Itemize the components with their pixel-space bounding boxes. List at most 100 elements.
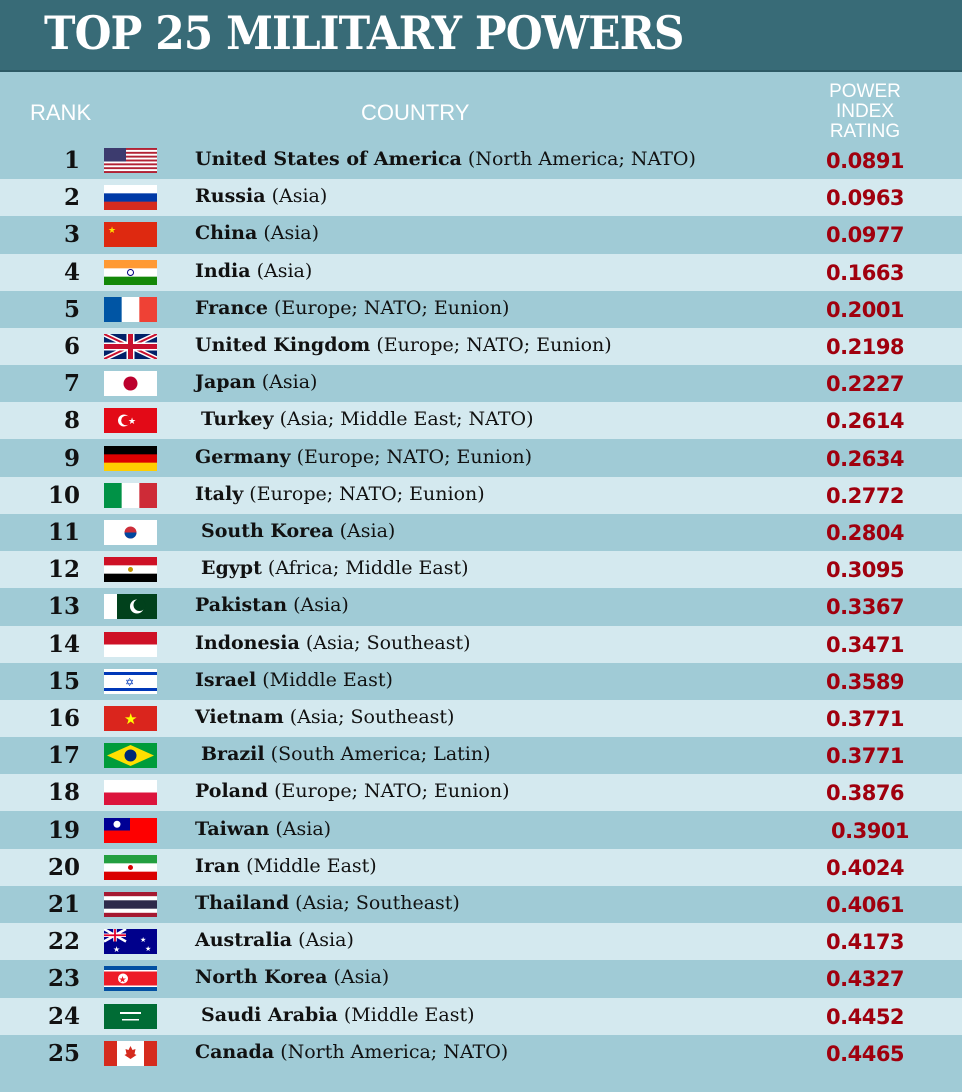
rank-cell: 13: [47, 593, 80, 621]
country-region: (North America; NATO): [280, 1040, 509, 1063]
column-header-rating: POWER INDEX RATING: [810, 82, 920, 142]
title-banner: TOP 25 MILITARY POWERS: [0, 0, 962, 72]
rank-cell: 11: [47, 519, 80, 546]
power-index-value: 0.3589: [826, 669, 905, 694]
italy-flag-icon: [104, 482, 157, 508]
saudi-arabia-flag-icon: [104, 1003, 157, 1029]
north-korea-flag-icon: ★: [104, 966, 157, 992]
country-name: Pakistan: [195, 594, 288, 617]
country-name: United Kingdom: [195, 334, 371, 356]
country-region: (Europe; NATO; Eunion): [274, 296, 510, 319]
power-index-value: 0.4173: [826, 930, 905, 955]
rank-cell: 14: [47, 630, 80, 658]
table-row: 10 Italy (Europe; NATO; Eunion) 0.2772: [0, 476, 962, 514]
country-region: (South America; Latin): [270, 743, 491, 766]
india-flag-icon: [104, 259, 157, 285]
country-region: (Asia; Southeast): [305, 631, 471, 654]
country-name: India: [195, 259, 251, 282]
germany-flag-icon: [104, 445, 157, 471]
table-row: 12 Egypt (Africa; Middle East) 0.3095: [0, 551, 962, 589]
rank-cell: 23: [47, 965, 80, 993]
country-name: Canada: [195, 1040, 275, 1063]
power-index-value: 0.4465: [826, 1041, 905, 1066]
table-row: 1 United States of America (North Americ…: [0, 142, 962, 179]
country-name: South Korea: [201, 520, 334, 542]
country-cell: India (Asia): [195, 260, 312, 282]
table-row: 15 ✡ Israel (Middle East) 0.3589: [0, 663, 962, 700]
country-region: (Europe; NATO; Eunion): [274, 780, 510, 803]
power-index-value: 0.3771: [826, 744, 905, 769]
rank-cell: 10: [47, 481, 80, 509]
column-header-country: COUNTRY: [361, 100, 470, 125]
svg-text:★: ★: [145, 945, 151, 953]
power-index-value: 0.4327: [826, 967, 905, 992]
country-region: (Asia): [271, 185, 328, 208]
country-cell: Thailand (Asia; Southeast): [195, 892, 460, 914]
rank-cell: 7: [63, 370, 80, 398]
country-name: France: [195, 296, 268, 319]
china-flag-icon: ★: [104, 222, 157, 248]
country-cell: Pakistan (Asia): [195, 594, 349, 616]
table-row: 5 France (Europe; NATO; Eunion) 0.2001: [0, 291, 962, 328]
israel-flag-icon: ✡: [104, 668, 157, 694]
power-index-value: 0.3771: [826, 707, 905, 731]
power-index-value: 0.2772: [826, 483, 905, 508]
rank-cell: 8: [63, 407, 80, 435]
country-cell: Brazil (South America; Latin): [201, 743, 491, 765]
country-cell: Turkey (Asia; Middle East; NATO): [201, 408, 534, 430]
rank-cell: 25: [47, 1039, 80, 1067]
rank-cell: 12: [47, 556, 80, 584]
table-row: 2 Russia (Asia) 0.0963: [0, 179, 962, 217]
table-row: 3 ★ China (Asia) 0.0977: [0, 216, 962, 253]
country-region: (Europe; NATO; Eunion): [296, 445, 533, 468]
table-row: 13 Pakistan (Asia) 0.3367: [0, 588, 962, 625]
power-index-value: 0.4061: [826, 893, 905, 917]
country-name: Australia: [195, 929, 293, 952]
country-cell: North Korea (Asia): [195, 966, 389, 988]
country-name: Israel: [195, 668, 257, 691]
country-region: (Europe; NATO; Eunion): [249, 482, 485, 505]
country-cell: Israel (Middle East): [195, 669, 393, 691]
svg-text:★: ★: [108, 226, 116, 236]
table-row: 24 Saudi Arabia (Middle East) 0.4452: [0, 997, 962, 1035]
country-cell: Russia (Asia): [195, 185, 327, 207]
country-name: Vietnam: [195, 706, 284, 728]
power-index-value: 0.2001: [826, 297, 905, 322]
country-name: Egypt: [201, 557, 262, 580]
country-region: (Asia): [256, 259, 313, 282]
country-cell: United Kingdom (Europe; NATO; Eunion): [195, 334, 612, 356]
table-row: 4 India (Asia) 0.1663: [0, 253, 962, 291]
table-row: 17 Brazil (South America; Latin) 0.3771: [0, 737, 962, 774]
pakistan-flag-icon: [104, 594, 157, 620]
power-index-value: 0.3095: [826, 558, 905, 583]
table-row: 25 Canada (North America; NATO) 0.4465: [0, 1035, 962, 1072]
power-index-value: 0.0963: [826, 186, 905, 211]
power-index-value: 0.0891: [826, 149, 905, 173]
country-region: (Asia; Southeast): [295, 892, 460, 914]
country-region: (Asia; Middle East; NATO): [279, 408, 534, 431]
us-flag-icon: [104, 148, 157, 173]
country-region: (Asia): [333, 966, 390, 989]
svg-text:★: ★: [119, 976, 127, 986]
power-index-value: 0.2804: [826, 521, 905, 545]
country-region: (Middle East): [262, 668, 393, 691]
country-cell: Poland (Europe; NATO; Eunion): [195, 780, 510, 802]
country-cell: United States of America (North America;…: [195, 148, 696, 170]
country-name: Indonesia: [195, 631, 300, 654]
country-cell: France (Europe; NATO; Eunion): [195, 297, 509, 319]
table-row: 11 South Korea (Asia) 0.2804: [0, 514, 962, 551]
indonesia-flag-icon: [104, 631, 157, 657]
country-cell: Canada (North America; NATO): [195, 1041, 508, 1063]
power-index-value: 0.2198: [826, 335, 905, 359]
country-name: Brazil: [201, 743, 265, 766]
country-region: (Africa; Middle East): [267, 557, 469, 580]
power-index-value: 0.3471: [826, 632, 905, 657]
country-cell: Vietnam (Asia; Southeast): [195, 706, 454, 728]
rating-header-line: RATING: [829, 121, 901, 142]
power-index-value: 0.0977: [826, 223, 905, 248]
rank-cell: 24: [47, 1002, 80, 1030]
country-region: (Asia; Southeast): [289, 706, 455, 728]
rank-cell: 2: [63, 184, 80, 212]
table-row: 7 Japan (Asia) 0.2227: [0, 365, 962, 402]
rank-cell: 9: [63, 444, 80, 472]
